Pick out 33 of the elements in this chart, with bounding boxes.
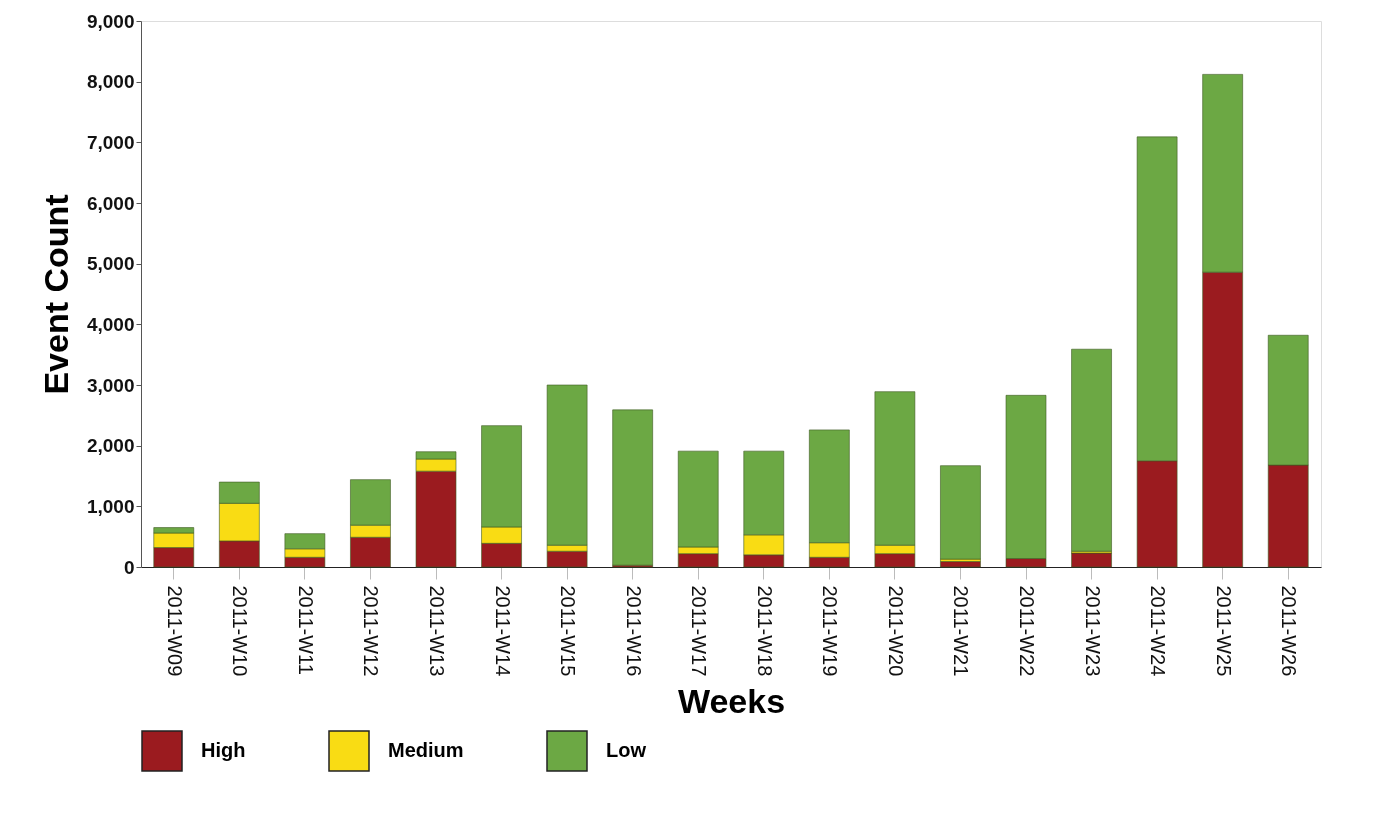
x-tick-label: 2011-W17 (688, 585, 711, 677)
legend-label: High (201, 739, 246, 761)
x-tick-label: 2011-W12 (360, 585, 383, 677)
x-tick-label: 2011-W25 (1212, 585, 1235, 677)
x-tick-label: 2011-W22 (1016, 585, 1038, 677)
x-tick-label: 2011-W11 (294, 585, 317, 675)
y-tick-label: 3,000 (86, 374, 135, 396)
x-tick-label: 2011-W20 (884, 585, 907, 677)
x-tick-label: 2011-W24 (1147, 585, 1170, 677)
x-tick-label: 2011-W13 (426, 585, 448, 677)
y-tick-label: 4,000 (86, 313, 135, 335)
y-tick-label: 0 (123, 556, 135, 578)
legend-label: Low (606, 739, 647, 761)
y-tick-label: 6,000 (86, 192, 135, 214)
y-tick-label: 7,000 (86, 131, 135, 153)
x-tick-label: 2011-W23 (1081, 585, 1104, 677)
y-tick-label: 2,000 (86, 435, 135, 457)
x-tick-label: 2011-W26 (1278, 585, 1301, 677)
y-tick-label: 5,000 (86, 253, 135, 275)
y-tick-label: 9,000 (86, 10, 135, 32)
x-tick-label: 2011-W16 (622, 585, 645, 677)
x-axis-title: Weeks (677, 682, 786, 721)
x-tick-label: 2011-W09 (163, 585, 186, 677)
x-tick-label: 2011-W21 (950, 585, 973, 677)
y-axis-title: Event Count (36, 194, 75, 395)
x-tick-label: 2011-W18 (753, 585, 776, 677)
legend-label: Medium (388, 739, 464, 761)
y-tick-label: 1,000 (86, 495, 135, 517)
x-tick-label: 2011-W19 (819, 585, 842, 677)
y-tick-label: 8,000 (86, 71, 135, 93)
x-tick-label: 2011-W15 (557, 585, 580, 677)
x-tick-label: 2011-W10 (229, 585, 252, 677)
x-tick-label: 2011-W14 (491, 585, 514, 677)
